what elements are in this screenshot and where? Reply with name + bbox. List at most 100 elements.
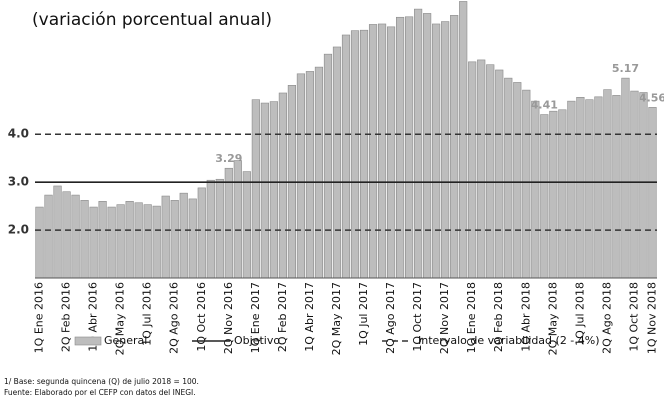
bar bbox=[260, 102, 269, 279]
bar bbox=[630, 90, 639, 279]
x-tick-label: 2Q May 2016 bbox=[114, 282, 127, 355]
bar bbox=[359, 29, 369, 279]
x-tick-label: 1Q Ene 2017 bbox=[249, 282, 262, 353]
x-tick-label: 1Q Ene 2018 bbox=[465, 282, 478, 353]
legend-label: Intervalo de variabilidad (2 - 4%) bbox=[418, 334, 600, 347]
bar bbox=[621, 77, 630, 279]
bar bbox=[468, 61, 477, 279]
x-tick-label: 2Q Ago 2018 bbox=[600, 282, 613, 354]
x-tick-label: 2Q Ago 2016 bbox=[168, 282, 181, 354]
bar bbox=[71, 194, 80, 279]
bar bbox=[558, 109, 567, 279]
x-tick-label: 1Q Jul 2017 bbox=[357, 282, 370, 346]
x-tick-label: 1Q Jul 2016 bbox=[141, 282, 154, 346]
bar bbox=[323, 53, 333, 279]
bar bbox=[251, 99, 260, 279]
x-tick-label: 1Q Ene 2016 bbox=[33, 282, 46, 353]
bar bbox=[206, 179, 215, 279]
bar bbox=[477, 59, 486, 279]
bar bbox=[567, 100, 576, 279]
bar bbox=[441, 21, 450, 279]
x-tick-label: 2Q Nov 2016 bbox=[222, 282, 235, 354]
x-tick-label: 2Q May 2018 bbox=[546, 282, 559, 355]
bar bbox=[107, 206, 116, 279]
bar bbox=[152, 205, 161, 279]
bar bbox=[368, 24, 378, 279]
bar bbox=[278, 92, 287, 279]
bar bbox=[143, 204, 152, 279]
bar bbox=[314, 66, 324, 279]
bar bbox=[414, 8, 423, 279]
bar bbox=[296, 73, 306, 279]
bar bbox=[305, 71, 315, 279]
bar bbox=[486, 64, 495, 279]
bar bbox=[170, 200, 179, 279]
x-tick-label: 1Q Abr 2018 bbox=[519, 282, 532, 352]
y-tick-label: 3.0 bbox=[8, 175, 29, 189]
bar bbox=[423, 13, 432, 279]
bar bbox=[405, 16, 414, 279]
bar bbox=[98, 201, 107, 279]
bar bbox=[44, 194, 53, 279]
bar bbox=[513, 82, 522, 279]
bar bbox=[332, 46, 342, 279]
value-label: 5.17 bbox=[612, 62, 639, 75]
bar bbox=[522, 89, 531, 279]
x-tick-label: 1Q Abr 2016 bbox=[87, 282, 100, 352]
x-tick-label: 1Q Nov 2018 bbox=[645, 282, 658, 354]
x-tick-label: 1Q Oct 2017 bbox=[411, 282, 424, 352]
bar bbox=[396, 16, 405, 279]
legend-label: General bbox=[104, 334, 147, 347]
value-label: 4.56 bbox=[639, 91, 664, 104]
bar bbox=[377, 23, 387, 279]
bar bbox=[161, 195, 170, 279]
bar bbox=[233, 160, 242, 279]
bar bbox=[269, 101, 278, 279]
x-tick-label: 1Q Abr 2017 bbox=[303, 282, 316, 352]
bar bbox=[495, 69, 504, 279]
chart-title: (variación porcentual anual) bbox=[32, 10, 272, 30]
bar bbox=[459, 1, 468, 279]
x-tick-label: 2Q Nov 2017 bbox=[438, 282, 451, 354]
bar bbox=[224, 167, 233, 279]
bar bbox=[215, 178, 224, 279]
bar bbox=[341, 34, 351, 279]
x-tick-label: 1Q Jul 2018 bbox=[573, 282, 586, 346]
legend-swatch bbox=[74, 336, 102, 346]
bar bbox=[594, 96, 603, 279]
bar bbox=[603, 89, 612, 279]
bar bbox=[242, 171, 251, 279]
bar bbox=[639, 92, 648, 279]
bar bbox=[89, 206, 98, 279]
x-tick-label: 2Q May 2017 bbox=[330, 282, 343, 355]
note: Fuente: Elaborado por el CEFP con datos … bbox=[4, 388, 196, 397]
bar bbox=[53, 185, 62, 279]
y-tick-label: 4.0 bbox=[8, 127, 29, 141]
y-tick-label: 2.0 bbox=[8, 223, 29, 237]
x-tick-label: 2Q Feb 2018 bbox=[492, 282, 505, 352]
bar bbox=[612, 95, 621, 279]
bar bbox=[179, 192, 188, 279]
bar bbox=[134, 202, 143, 279]
bar bbox=[350, 30, 360, 279]
bar bbox=[116, 204, 125, 279]
x-tick-label: 2Q Feb 2016 bbox=[60, 282, 73, 352]
bar bbox=[432, 23, 441, 279]
bar bbox=[585, 99, 594, 279]
bar bbox=[531, 100, 540, 279]
x-tick-label: 2Q Ago 2017 bbox=[384, 282, 397, 354]
bar bbox=[576, 97, 585, 279]
bar bbox=[504, 77, 513, 279]
bar bbox=[540, 114, 549, 279]
x-tick-label: 2Q Feb 2017 bbox=[276, 282, 289, 352]
bar bbox=[80, 200, 89, 279]
x-tick-label: 1Q Oct 2016 bbox=[195, 282, 208, 352]
bar bbox=[35, 206, 44, 279]
bar bbox=[648, 107, 657, 279]
bar bbox=[197, 187, 206, 279]
legend-label: Objetivo bbox=[234, 334, 280, 347]
value-label: 4.41 bbox=[531, 99, 558, 112]
x-tick-label: 1Q Oct 2018 bbox=[627, 282, 640, 352]
bar bbox=[62, 191, 71, 279]
